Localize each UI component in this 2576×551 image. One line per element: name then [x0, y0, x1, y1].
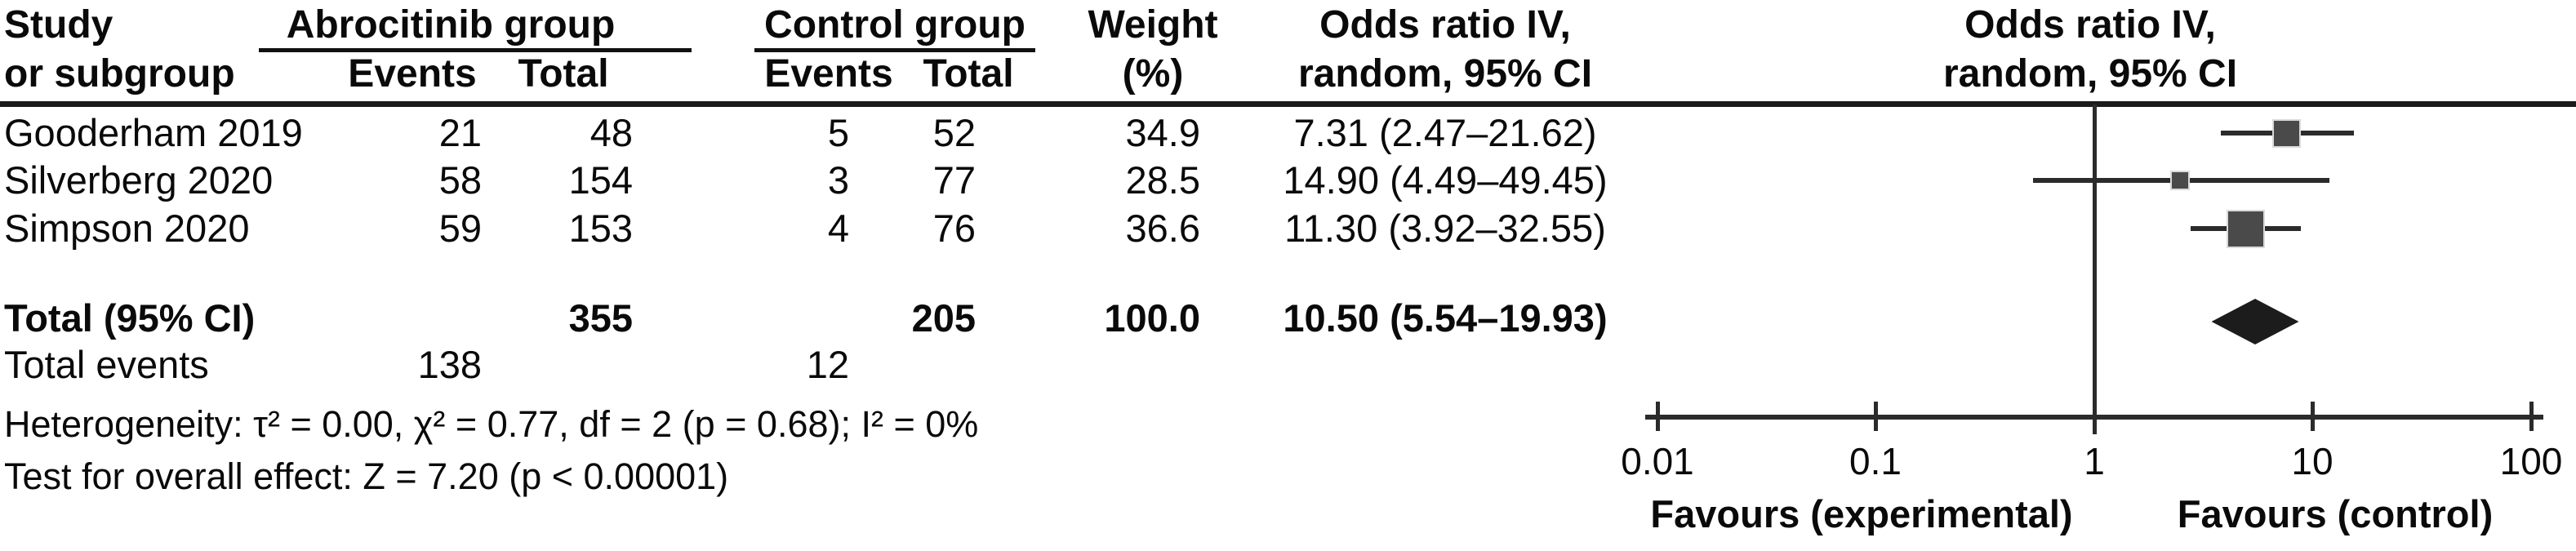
treatment-events-value: 59 [438, 207, 482, 250]
header-or-text-line2: random, 95% CI [1297, 52, 1593, 96]
total-events-control: 12 [806, 343, 849, 386]
header-weight-line1: Weight [1088, 3, 1218, 47]
total-label: Total (95% CI) [4, 296, 256, 340]
axis-tick [2529, 402, 2534, 431]
header-or-plot-line2: random, 95% CI [1942, 52, 2238, 96]
weight-value: 36.6 [1125, 207, 1200, 250]
control-events-value: 4 [827, 207, 849, 250]
study-marker-square [2226, 209, 2265, 248]
study-marker-square [2170, 171, 2190, 190]
weight-value: 34.9 [1125, 111, 1200, 154]
or-ci-value: 14.90 (4.49–49.45) [1283, 158, 1608, 202]
weight-value: 28.5 [1125, 158, 1200, 202]
control-total-value: 76 [932, 207, 976, 250]
total-events-treatment: 138 [417, 343, 482, 386]
total-weight: 100.0 [1104, 296, 1200, 340]
or-reference-line [2093, 104, 2097, 434]
study-name: Silverberg 2020 [4, 158, 274, 202]
header-treatment-group: Abrocitinib group [286, 3, 616, 47]
overall-effect-text: Test for overall effect: Z = 7.20 (p < 0… [4, 455, 729, 497]
axis-tick-label: 100 [2499, 440, 2563, 482]
axis-tick [2311, 402, 2315, 431]
header-study-line2: or subgroup [4, 52, 235, 96]
header-weight-line2: (%) [1122, 52, 1184, 96]
axis-tick-label: 0.1 [1849, 440, 1902, 482]
axis-tick [2093, 402, 2097, 431]
axis-tick-label: 10 [2291, 440, 2334, 482]
axis-tick [1874, 402, 1878, 431]
treatment-total-value: 48 [589, 111, 633, 154]
header-treatment-events: Events [348, 52, 477, 96]
study-name: Gooderham 2019 [4, 111, 303, 154]
control-events-value: 3 [827, 158, 849, 202]
header-or-text-line1: Odds ratio IV, [1319, 3, 1571, 47]
axis-tick-label: 1 [2084, 440, 2105, 482]
header-study-line1: Study [4, 3, 113, 47]
axis-tick-label: 0.01 [1621, 440, 1694, 482]
control-total-value: 52 [932, 111, 976, 154]
total-treatment-total: 355 [568, 296, 633, 340]
header-or-plot-line1: Odds ratio IV, [1964, 3, 2216, 47]
treatment-group-underline [259, 48, 692, 52]
favours-experimental-label: Favours (experimental) [1650, 492, 2073, 535]
or-ci-value: 11.30 (3.92–32.55) [1284, 207, 1606, 250]
header-control-total: Total [923, 52, 1014, 96]
axis-tick [1656, 402, 1660, 431]
header-control-group: Control group [764, 3, 1026, 47]
treatment-events-value: 58 [438, 158, 482, 202]
header-rule [0, 101, 2576, 107]
header-treatment-total: Total [518, 52, 609, 96]
total-events-label: Total events [4, 343, 209, 386]
summary-diamond [2211, 299, 2299, 344]
control-total-value: 77 [932, 158, 976, 202]
or-ci-value: 7.31 (2.47–21.62) [1293, 111, 1597, 154]
treatment-total-value: 153 [568, 207, 633, 250]
total-or-ci: 10.50 (5.54–19.93) [1283, 296, 1608, 340]
study-name: Simpson 2020 [4, 207, 250, 250]
total-control-total: 205 [911, 296, 976, 340]
header-control-events: Events [764, 52, 893, 96]
treatment-events-value: 21 [438, 111, 482, 154]
treatment-total-value: 154 [568, 158, 633, 202]
favours-control-label: Favours (control) [2177, 492, 2494, 535]
control-group-underline [754, 48, 1035, 52]
control-events-value: 5 [827, 111, 849, 154]
study-marker-square [2271, 118, 2301, 148]
heterogeneity-text: Heterogeneity: τ² = 0.00, χ² = 0.77, df … [4, 403, 979, 445]
